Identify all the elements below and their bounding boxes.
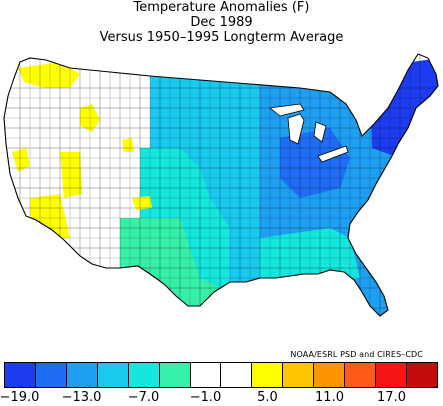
- color-legend: −19.0 −13.0 −7.0 −1.0 5.0 11.0 17.0: [0, 362, 438, 406]
- region-wyoming-yellow: [122, 138, 134, 152]
- legend-swatch: [406, 363, 437, 387]
- county-lines: [4, 54, 438, 316]
- legend-swatch: [314, 363, 346, 387]
- legend-tick-label: 11.0: [315, 390, 344, 405]
- region-norcal-yellow: [12, 148, 30, 172]
- legend-swatch: [35, 363, 67, 387]
- region-utah-yellow: [60, 152, 82, 198]
- legend-swatch: [190, 363, 222, 387]
- lake-superior: [269, 103, 305, 117]
- map-title-block: Temperature Anomalies (F) Dec 1989 Versu…: [0, 0, 443, 45]
- legend-tick-label: 17.0: [377, 390, 406, 405]
- legend-tick-label: −1.0: [189, 390, 222, 405]
- legend-swatch: [345, 363, 377, 387]
- legend-swatch: [66, 363, 98, 387]
- map-title: Temperature Anomalies (F): [133, 0, 310, 15]
- legend-swatch: [97, 363, 129, 387]
- region-idaho-yellow: [80, 104, 100, 132]
- legend-tick-label: −13.0: [61, 390, 102, 405]
- lake-huron: [313, 121, 327, 143]
- legend-swatch: [5, 363, 36, 387]
- region-ohio-blue: [280, 128, 350, 198]
- lake-michigan: [287, 113, 305, 145]
- legend-tick-label: −7.0: [127, 390, 160, 405]
- us-outline: [3, 53, 439, 317]
- data-credit: NOAA/ESRL PSD and CIRES–CDC: [290, 350, 423, 359]
- legend-tick-label: −19.0: [0, 390, 40, 405]
- map-date: Dec 1989: [190, 15, 253, 30]
- legend-bar: [4, 362, 438, 388]
- region-colorado-yellow: [132, 196, 152, 210]
- legend-labels: −19.0 −13.0 −7.0 −1.0 5.0 11.0 17.0: [0, 388, 438, 406]
- us-anomaly-map: [0, 48, 443, 358]
- legend-swatch: [221, 363, 253, 387]
- legend-tick-label: 5.0: [257, 390, 278, 405]
- legend-swatch: [252, 363, 284, 387]
- us-map-svg: [3, 53, 439, 317]
- legend-swatch: [128, 363, 160, 387]
- legend-swatch: [159, 363, 191, 387]
- legend-swatch: [376, 363, 407, 387]
- legend-swatch: [283, 363, 315, 387]
- lake-erie: [317, 145, 349, 163]
- great-lakes: [269, 103, 349, 163]
- map-subtitle: Versus 1950–1995 Longterm Average: [99, 30, 344, 45]
- region-washington-yellow: [18, 62, 80, 88]
